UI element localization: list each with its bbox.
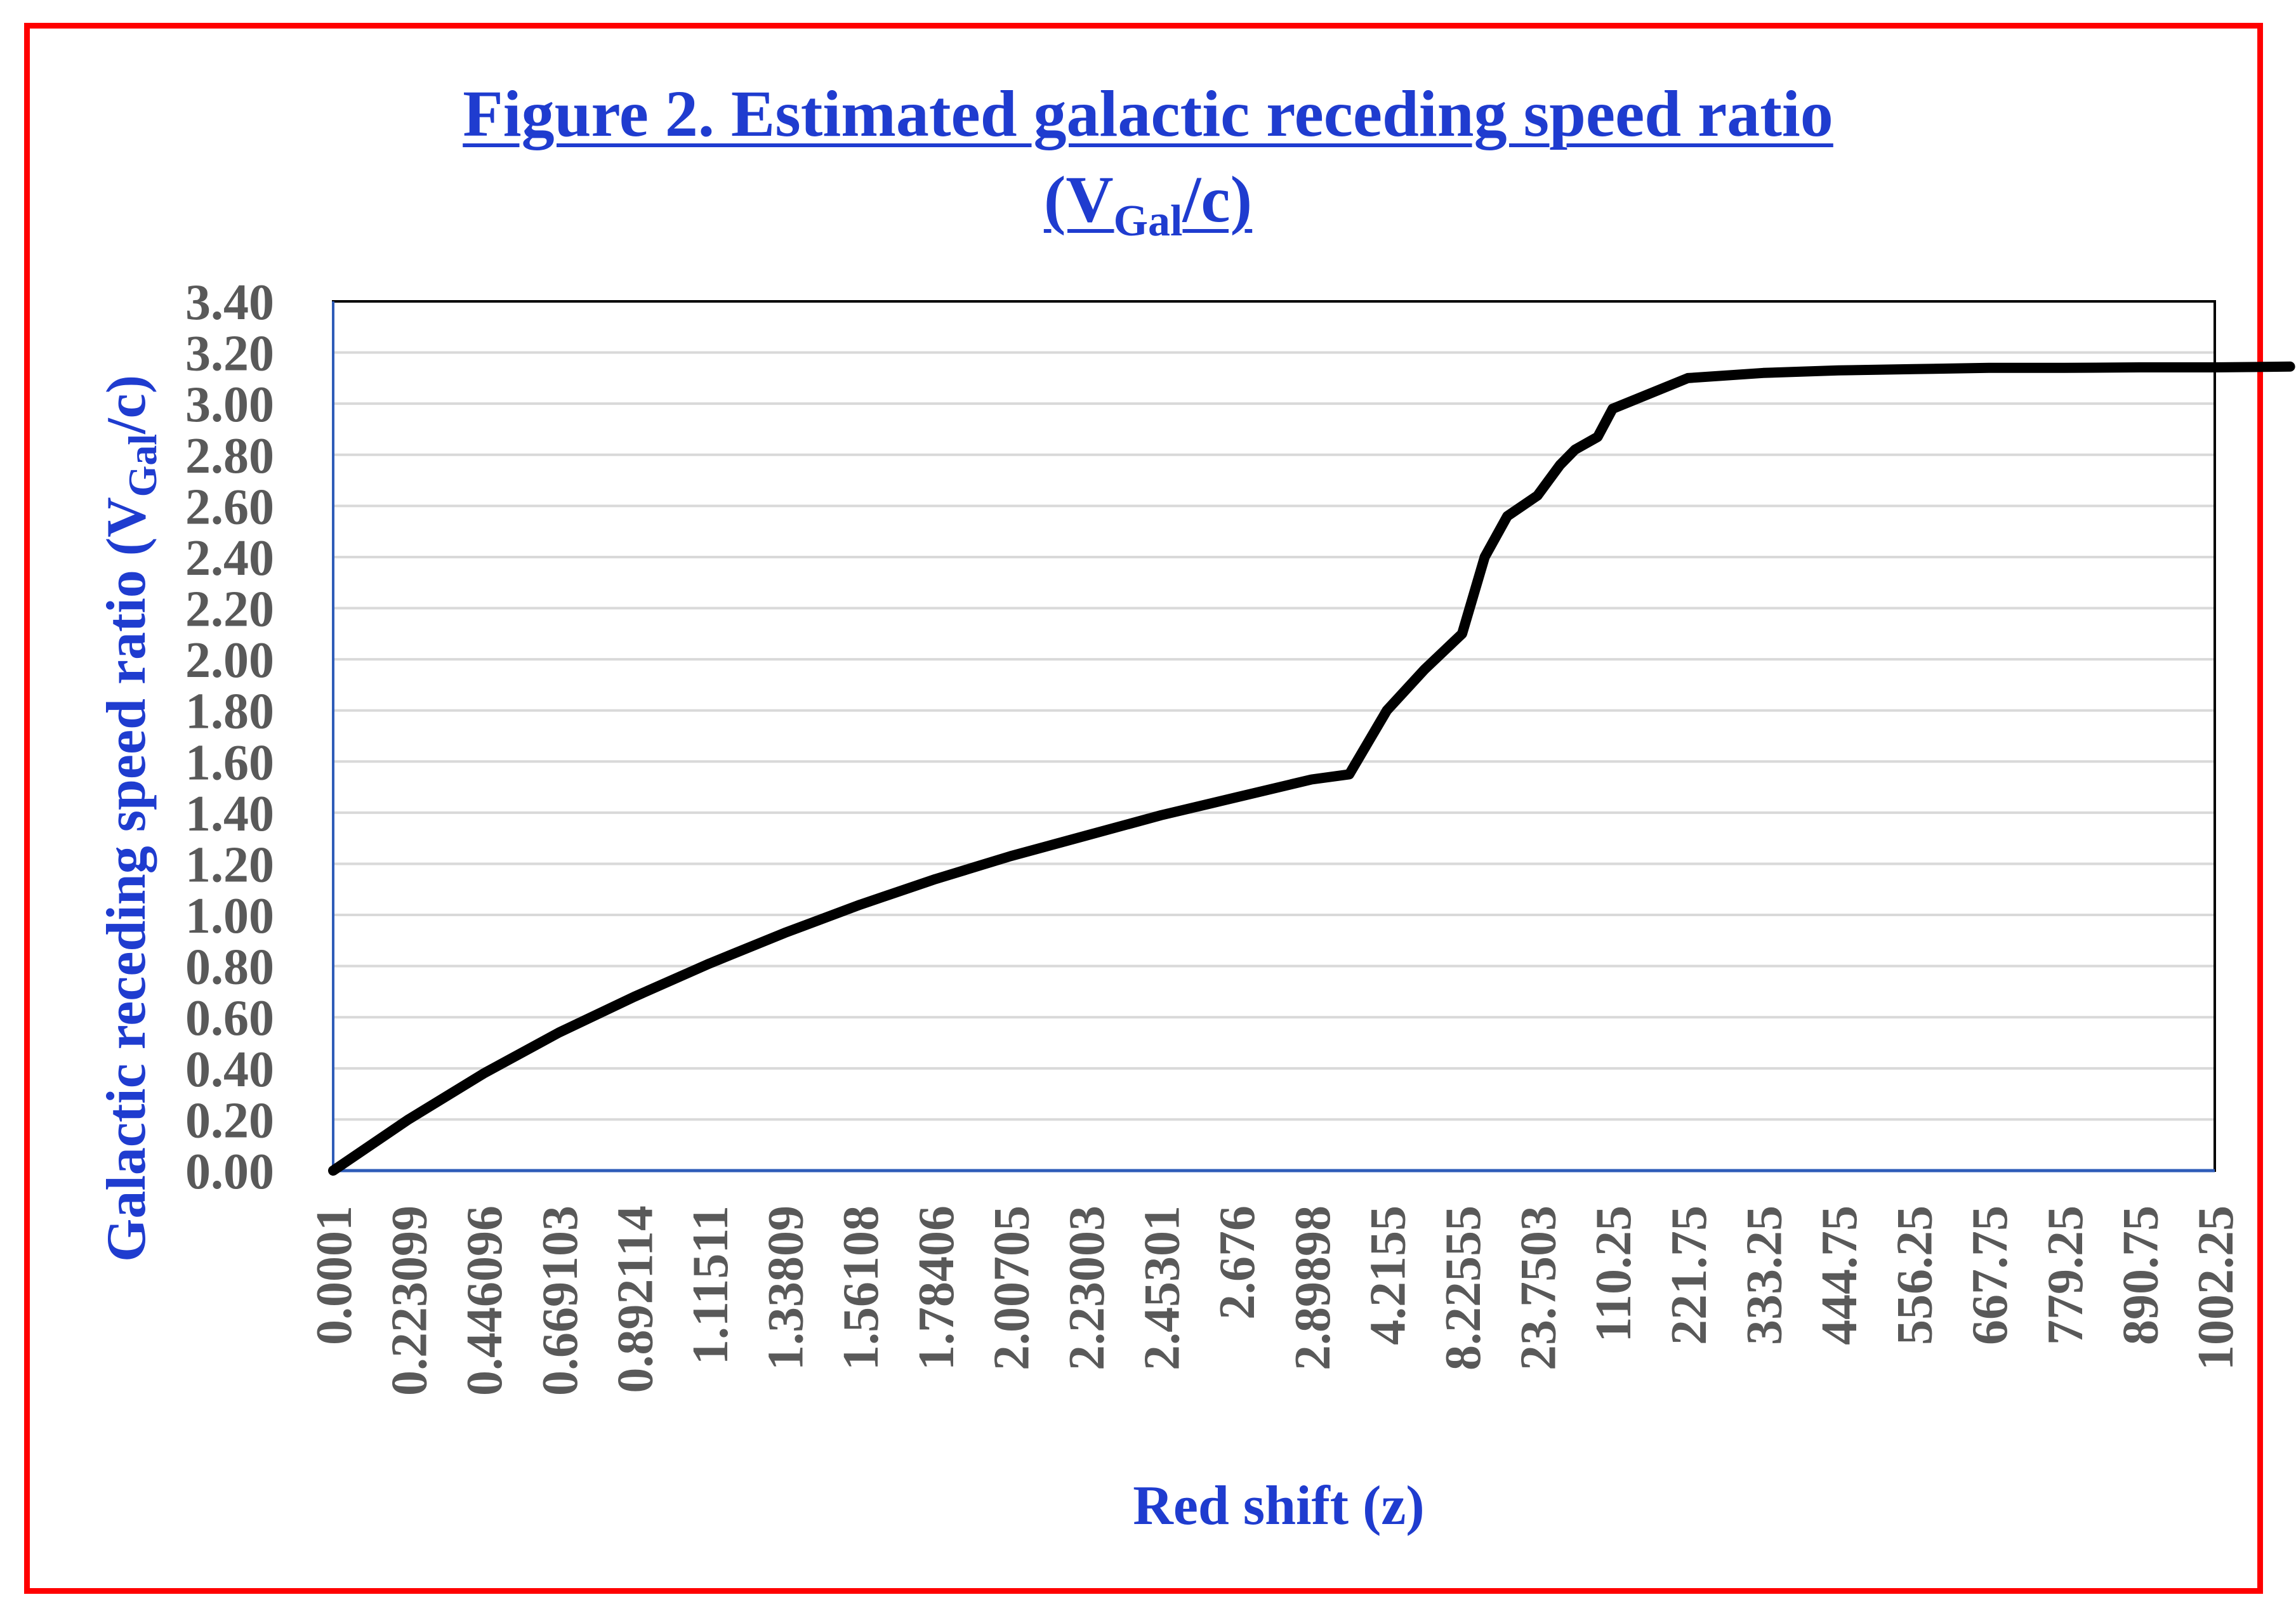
y-tick-label: 3.00: [185, 377, 274, 433]
gridlines: [333, 300, 2215, 1121]
y-axis-title-prefix: Galactic receding speed ratio (V: [96, 497, 157, 1262]
y-tick-label: 2.80: [185, 428, 274, 484]
y-tick-label: 0.80: [185, 940, 274, 995]
x-tick-label: 8.22555: [1435, 1206, 1491, 1370]
x-tick-label: 1.33809: [758, 1206, 814, 1370]
y-tick-label: 2.60: [185, 479, 274, 535]
x-tick-label: 779.25: [2038, 1206, 2094, 1345]
x-tick-label: 4.2155: [1360, 1206, 1416, 1345]
y-tick-label: 0.40: [185, 1042, 274, 1098]
x-tick-label: 0.892114: [607, 1206, 663, 1393]
x-tick-label: 1.78406: [909, 1206, 965, 1370]
x-tick-label: 2.23003: [1059, 1206, 1115, 1370]
x-axis-title: Red shift (z): [1133, 1475, 1424, 1537]
x-tick-label: 1002.25: [2188, 1206, 2244, 1370]
x-tick-label: 0.446096: [457, 1206, 513, 1396]
y-axis-title-suffix: /c): [96, 375, 157, 435]
chart-title-line2: (VGal/c): [0, 162, 2296, 247]
series-line: [328, 361, 2295, 1176]
y-tick-label: 2.00: [185, 633, 274, 688]
axes: [332, 300, 2216, 1173]
y-tick-label: 1.80: [185, 684, 274, 740]
x-tick-label: 444.75: [1812, 1206, 1868, 1345]
y-tick-label: 1.00: [185, 888, 274, 944]
chart-title-subscript: Gal: [1113, 196, 1183, 246]
y-tick-label: 2.40: [185, 530, 274, 586]
x-tick-label: 0.669103: [532, 1206, 588, 1396]
x-tick-label: 2.45301: [1135, 1206, 1191, 1370]
y-tick-labels: 0.000.200.400.600.801.001.201.401.601.80…: [185, 275, 274, 1200]
y-tick-label: 3.40: [185, 275, 274, 331]
y-tick-label: 1.20: [185, 837, 274, 893]
y-tick-label: 3.20: [185, 326, 274, 382]
y-tick-label: 0.60: [185, 990, 274, 1046]
y-tick-label: 0.20: [185, 1093, 274, 1148]
y-tick-label: 1.60: [185, 735, 274, 791]
chart-title-text: Figure 2. Estimated galactic receding sp…: [463, 77, 1833, 150]
y-tick-label: 0.00: [185, 1144, 274, 1200]
series-layer: [328, 361, 2295, 1176]
y-tick-label: 1.40: [185, 786, 274, 842]
x-tick-label: 2.676: [1210, 1206, 1265, 1320]
chart-title-suffix: /c): [1182, 163, 1253, 236]
plot-area-border: [332, 300, 2216, 1172]
x-tick-label: 23.7503: [1511, 1206, 1567, 1370]
x-tick-label: 556.25: [1887, 1206, 1943, 1345]
x-tick-label: 667.75: [1962, 1206, 2018, 1345]
x-tick-label: 0.0001: [307, 1206, 362, 1345]
y-axis-title: Galactic receding speed ratio (VGal/c): [96, 375, 165, 1262]
x-tick-label: 890.75: [2113, 1206, 2168, 1345]
x-tick-labels: 0.0001 0.223099 0.446096 0.669103 0.892114 1.…: [307, 1206, 2244, 1396]
chart-title-prefix: (V: [1043, 163, 1114, 236]
x-tick-label: 333.25: [1736, 1206, 1792, 1345]
y-axis-title-subscript: Gal: [120, 434, 165, 497]
x-tick-label: 1.11511: [683, 1206, 739, 1365]
x-tick-label: 2.00705: [984, 1206, 1039, 1370]
chart-frame: [24, 23, 2263, 1594]
x-tick-label: 221.75: [1661, 1206, 1717, 1345]
chart-title-line1: Figure 2. Estimated galactic receding sp…: [0, 76, 2296, 152]
y-tick-label: 2.20: [185, 582, 274, 638]
x-tick-label: 0.223099: [382, 1206, 438, 1396]
x-tick-label: 110.25: [1586, 1206, 1642, 1343]
x-tick-label: 1.56108: [833, 1206, 889, 1370]
x-tick-label: 2.89898: [1285, 1206, 1341, 1370]
